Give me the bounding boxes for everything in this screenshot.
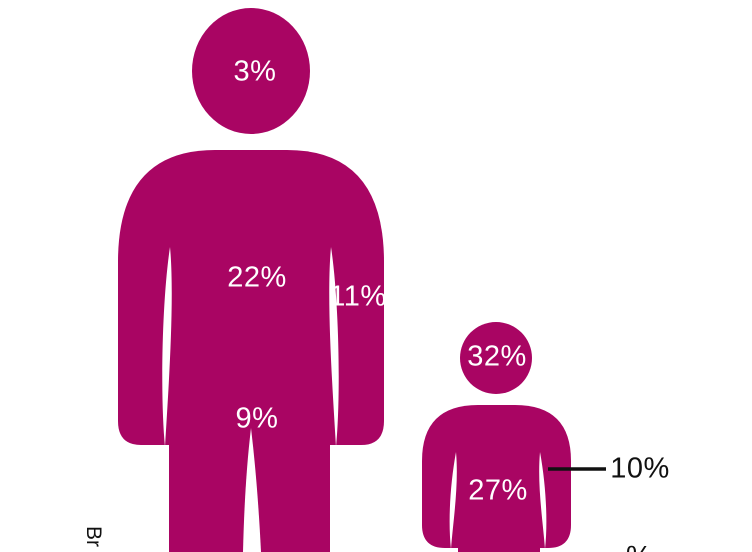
child-head-shape [460, 322, 532, 394]
child-right-arm-gap [539, 452, 547, 549]
adult-head-percentage: 3% [233, 55, 277, 88]
adult-leg-gap [243, 428, 261, 552]
child-figure-silhouette [422, 322, 606, 552]
adult-arm-percentage: 11% [329, 280, 387, 313]
adult-right-arm-gap [329, 247, 339, 447]
adult-head-shape [192, 8, 310, 134]
clipped-bottom-percentage: % [626, 543, 652, 552]
adult-legs-percentage: 9% [235, 402, 279, 435]
adult-left-arm-gap [162, 247, 172, 447]
child-head-percentage: 32% [467, 340, 527, 373]
adult-body-shape [118, 150, 384, 445]
child-torso-percentage: 27% [468, 474, 528, 507]
adult-figure-silhouette [118, 8, 384, 552]
rotated-caption-partial: Br [82, 526, 105, 547]
child-left-arm-gap [449, 452, 457, 549]
child-legs-shape [458, 500, 540, 552]
child-arm-callout-percentage: 10% [610, 452, 670, 485]
adult-torso-percentage: 22% [227, 261, 287, 294]
